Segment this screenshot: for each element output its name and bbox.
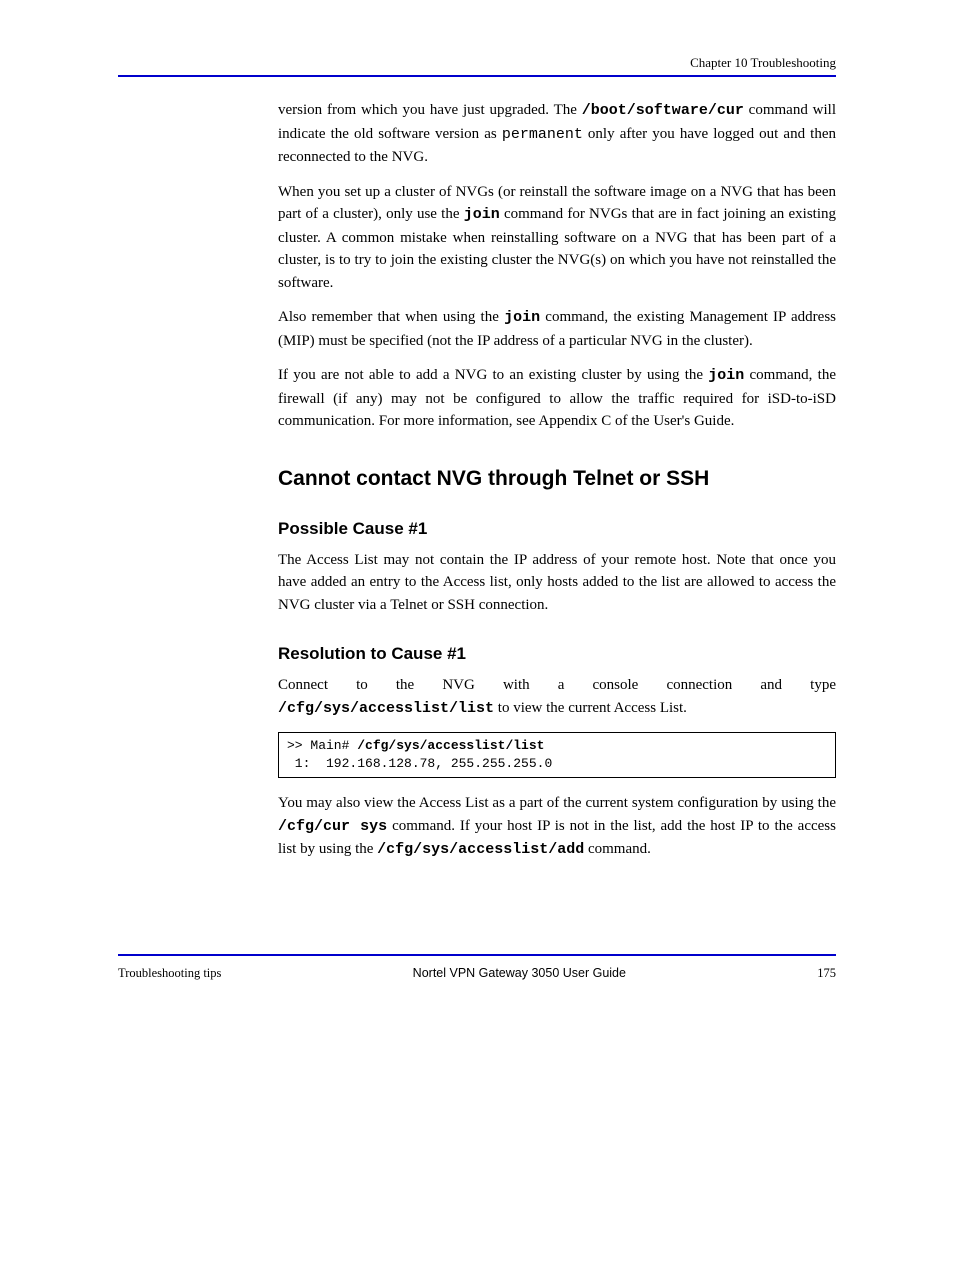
running-header: Chapter 10 Troubleshooting [118,55,836,71]
p3-cmd: join [504,309,540,326]
sub2-para-2: You may also view the Access List as a p… [278,792,836,862]
p1-ital: permanent [502,126,583,143]
footer: Troubleshooting tips Nortel VPN Gateway … [118,966,836,981]
subsection-1-heading: Possible Cause #1 [278,519,836,539]
subsection-2-heading: Resolution to Cause #1 [278,644,836,664]
footer-left: Troubleshooting tips [118,966,221,981]
code-block: >> Main# /cfg/sys/accesslist/list 1: 192… [278,732,836,778]
footer-center: Nortel VPN Gateway 3050 User Guide [413,966,626,981]
sub2-intro: Connect to the NVG with a console connec… [278,674,836,720]
sub2-p2-cmd1: /cfg/cur sys [278,818,387,835]
paragraph-2: When you set up a cluster of NVGs (or re… [278,181,836,295]
code-line-1-cmd: /cfg/sys/accesslist/list [357,738,544,753]
code-line-2: 1: 192.168.128.78, 255.255.255.0 [287,756,552,771]
bottom-rule [118,954,836,956]
p3-pre: Also remember that when using the [278,309,504,325]
sub2-p2-cmd2: /cfg/sys/accesslist/add [377,841,584,858]
sub2-intro-post: to view the current Access List. [494,700,687,716]
sub2-p2-c: command. [584,841,651,857]
sub2-intro-cmd: /cfg/sys/accesslist/list [278,700,494,717]
p4-pre: If you are not able to add a NVG to an e… [278,367,708,383]
code-line-1-prefix: >> Main# [287,738,357,753]
p2-cmd: join [464,206,500,223]
p1-cmd: /boot/software/cur [582,102,744,119]
p1-pre: version from which you have just upgrade… [278,102,582,118]
paragraph-1: version from which you have just upgrade… [278,99,836,169]
footer-right: 175 [817,966,836,981]
subsection-2-body: Connect to the NVG with a console connec… [278,674,836,862]
body-content: version from which you have just upgrade… [278,99,836,433]
paragraph-3: Also remember that when using the join c… [278,306,836,352]
sub1-para: The Access List may not contain the IP a… [278,549,836,617]
paragraph-4: If you are not able to add a NVG to an e… [278,364,836,433]
subsection-1-body: The Access List may not contain the IP a… [278,549,836,617]
top-rule [118,75,836,77]
p4-cmd: join [708,367,744,384]
spacer [118,874,836,934]
sub2-intro-text: Connect to the NVG with a console connec… [278,677,836,693]
page-container: Chapter 10 Troubleshooting version from … [0,0,954,1021]
sub2-p2-a: You may also view the Access List as a p… [278,795,836,811]
section-heading: Cannot contact NVG through Telnet or SSH [278,467,836,491]
